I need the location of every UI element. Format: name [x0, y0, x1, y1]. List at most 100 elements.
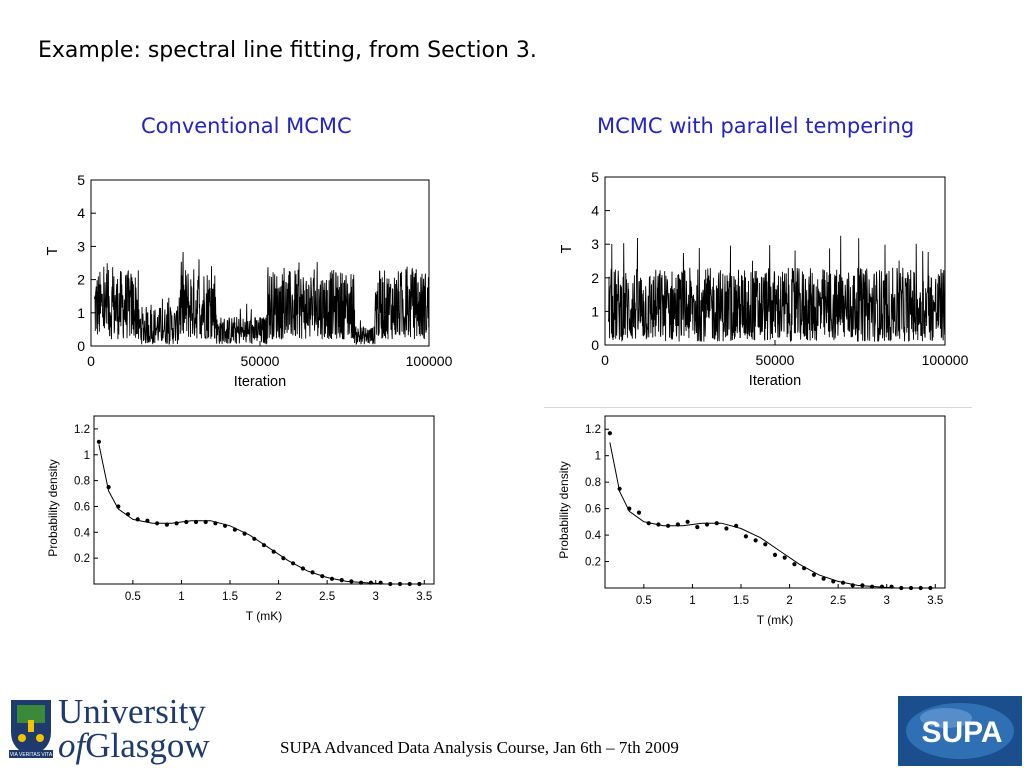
data-point: [763, 542, 768, 547]
data-point: [666, 523, 671, 528]
x-tick-label: 0.5: [125, 591, 141, 603]
separator-line: [544, 407, 972, 408]
x-tick-label: 2: [786, 595, 792, 607]
data-point: [281, 556, 286, 561]
data-point: [753, 538, 758, 543]
y-tick-label: 2: [77, 272, 85, 288]
data-point: [310, 570, 315, 575]
data-point: [155, 521, 160, 526]
data-point: [300, 566, 305, 571]
university-name-of: of: [58, 726, 86, 765]
data-point: [242, 531, 247, 536]
data-point: [685, 519, 690, 524]
x-tick-label: 3.5: [927, 595, 943, 607]
supa-logo-icon: SUPA: [898, 696, 1022, 766]
data-point: [203, 519, 208, 525]
trace-plot-tempering: 0 1 2 3 4 5 0 50000 100000 Iteration T: [559, 169, 969, 389]
data-point: [232, 527, 237, 532]
left-column-heading: Conventional MCMC: [141, 114, 352, 138]
y-tick-label: 0.4: [585, 530, 602, 542]
data-point: [802, 566, 807, 571]
trace-series-line: [93, 251, 430, 345]
data-point: [125, 512, 131, 517]
x-tick-label: 1: [689, 595, 695, 607]
y-tick-label: 0.2: [74, 553, 90, 565]
university-name-line1: University: [58, 692, 206, 731]
data-point: [397, 581, 403, 587]
data-point: [636, 510, 642, 515]
x-axis-label: Iteration: [749, 373, 801, 389]
y-tick-label: 0.4: [74, 527, 91, 539]
supa-logo-text: SUPA: [921, 716, 1002, 749]
data-point: [870, 584, 875, 589]
data-point: [329, 576, 335, 581]
y-tick-label: 1: [595, 451, 601, 463]
university-name-line2: ofGlasgow: [58, 728, 210, 763]
data-point: [908, 585, 914, 591]
plot-frame: [604, 415, 946, 589]
y-tick-label: 1: [77, 305, 85, 321]
data-point: [714, 521, 719, 526]
x-tick-label: 2.5: [830, 595, 846, 607]
data-point: [339, 578, 344, 583]
data-point: [617, 486, 622, 491]
y-tick-label: 1.2: [74, 424, 90, 436]
data-point: [388, 581, 393, 587]
x-tick-label: 1.5: [222, 591, 238, 603]
x-tick-label: 0.5: [636, 595, 652, 607]
y-tick-label: 0: [591, 337, 599, 353]
data-point: [184, 519, 189, 525]
x-tick-label: 50000: [241, 353, 280, 369]
y-axis-label: Probability density: [46, 459, 60, 556]
x-tick-label: 3: [373, 591, 379, 603]
data-point: [821, 576, 826, 581]
data-point: [213, 521, 218, 526]
data-point: [96, 439, 101, 444]
right-column-heading: MCMC with parallel tempering: [597, 114, 915, 138]
y-tick-label: 0.6: [74, 501, 90, 513]
data-point: [811, 572, 816, 577]
data-point: [320, 574, 325, 579]
y-tick-label: 0: [77, 338, 85, 354]
data-point: [145, 518, 150, 523]
x-tick-label: 0: [601, 352, 609, 368]
y-tick-label: 0.8: [74, 476, 90, 488]
slide-title: Example: spectral line fitting, from Sec…: [38, 38, 537, 63]
data-point: [899, 585, 904, 591]
data-point: [918, 585, 923, 591]
data-point: [106, 485, 111, 490]
footer-text: SUPA Advanced Data Analysis Course, Jan …: [280, 738, 679, 757]
data-point: [252, 536, 257, 541]
density-plot-tempering: 0.2 0.4 0.6 0.8 1 1.2 0.5 1 1.5 2 2.5 3 3.5 T (mK) Pro…: [557, 415, 946, 626]
y-tick-label: 3: [591, 236, 599, 252]
y-tick-label: 4: [591, 203, 599, 219]
y-tick-label: 0.6: [585, 504, 601, 516]
data-point: [889, 584, 894, 589]
y-tick-label: 3: [77, 238, 85, 254]
x-tick-label: 0: [87, 353, 95, 369]
data-point: [349, 579, 354, 584]
y-tick-label: 1.2: [585, 424, 601, 436]
trace-series-line: [607, 235, 946, 342]
data-point: [271, 549, 276, 554]
x-tick-label: 100000: [922, 352, 969, 368]
data-point: [407, 581, 412, 587]
crest-motto: VIA VERITAS VITA: [10, 752, 53, 758]
data-point: [291, 561, 296, 566]
x-tick-label: 3: [884, 595, 890, 607]
trace-plot-conventional: 0 1 2 3 4 5 0 50000 100000 Iteration T: [45, 172, 453, 390]
y-tick-label: 0.8: [585, 477, 601, 489]
y-tick-label: 1: [591, 303, 599, 319]
data-point: [734, 523, 739, 528]
data-point: [174, 521, 179, 526]
x-axis-label: Iteration: [234, 374, 286, 390]
x-tick-label: 100000: [406, 353, 453, 369]
fit-curve: [609, 442, 936, 589]
y-tick-label: 5: [77, 172, 85, 188]
y-tick-label: 0.2: [585, 557, 601, 569]
data-point: [193, 519, 199, 525]
y-tick-label: 1: [84, 450, 90, 462]
x-tick-label: 2: [275, 591, 281, 603]
university-name-glasgow: Glasgow: [85, 726, 210, 765]
x-tick-label: 1: [178, 591, 184, 603]
